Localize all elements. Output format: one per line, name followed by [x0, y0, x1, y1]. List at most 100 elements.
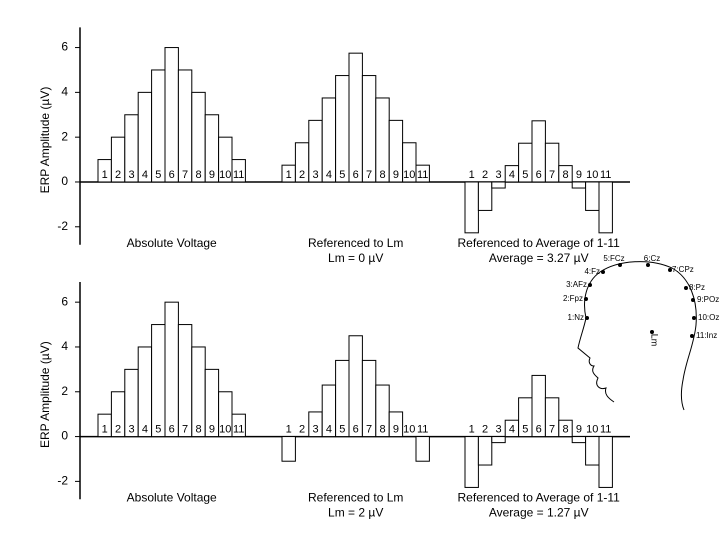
electrode-label: 2:Fpz — [563, 294, 583, 303]
bar — [415, 164, 430, 183]
category-label: 4 — [509, 169, 515, 181]
category-label: 2 — [115, 169, 121, 181]
electrode — [668, 268, 672, 272]
bar — [164, 301, 179, 438]
category-label: 11 — [233, 169, 244, 181]
y-tick-label: -2 — [57, 219, 68, 233]
bar — [281, 436, 296, 462]
category-label: 7 — [366, 169, 372, 181]
category-label: 4 — [326, 423, 332, 435]
category-label: 3 — [312, 423, 318, 435]
electrode — [585, 316, 589, 320]
y-tick-label: 6 — [61, 40, 68, 54]
category-label: 5 — [522, 169, 528, 181]
category-label: 7 — [182, 423, 188, 435]
electrode — [646, 263, 650, 267]
bar — [585, 436, 600, 466]
category-label: 2 — [482, 169, 488, 181]
series-name: Referenced to Lm — [308, 236, 403, 250]
category-label: 5 — [339, 169, 345, 181]
series-note: Lm = 0 µV — [328, 251, 383, 265]
category-label: 11 — [233, 423, 244, 435]
electrodes: 1:Nz 2:Fpz 3:AFz 4:Fz5:FCz 6:Cz 7:CPz 8:Pz 9:PO… — [563, 254, 719, 346]
category-label: 2 — [482, 423, 488, 435]
electrode-label: 8:Pz — [689, 283, 705, 292]
category-label: 1 — [286, 169, 292, 181]
category-label: 1 — [469, 169, 475, 181]
category-label: 7 — [366, 423, 372, 435]
y-tick-label: 2 — [61, 129, 68, 143]
category-label: 10 — [219, 423, 231, 435]
category-label: 8 — [195, 169, 201, 181]
category-label: 5 — [155, 423, 161, 435]
electrode — [692, 316, 696, 320]
bar — [231, 413, 246, 438]
bar — [361, 75, 377, 183]
series-note: Lm = 2 µV — [328, 506, 383, 520]
reference-label: Lm — [650, 334, 660, 347]
bar — [348, 335, 363, 438]
bar — [151, 324, 166, 438]
electrode — [584, 297, 588, 301]
category-label: 1 — [469, 423, 475, 435]
electrode-label: 9:POz — [697, 295, 719, 304]
bar — [558, 419, 573, 438]
category-label: 6 — [536, 423, 542, 435]
bar — [571, 436, 587, 444]
bar — [231, 159, 246, 183]
category-label: 10 — [586, 169, 598, 181]
category-label: 4 — [509, 423, 515, 435]
category-label: 4 — [142, 169, 148, 181]
category-label: 3 — [128, 423, 134, 435]
electrode — [690, 334, 694, 338]
series-note: Average = 3.27 µV — [489, 251, 589, 265]
category-label: 5 — [522, 423, 528, 435]
y-tick-label: 4 — [61, 85, 68, 99]
electrode-label: 3:AFz — [566, 280, 587, 289]
bar — [598, 181, 613, 234]
category-label: 1 — [102, 169, 108, 181]
series-name: Absolute Voltage — [127, 236, 217, 250]
bar — [598, 436, 613, 488]
category-label: 2 — [115, 423, 121, 435]
category-label: 3 — [495, 423, 501, 435]
category-label: 4 — [326, 169, 332, 181]
y-tick-label: 2 — [61, 384, 68, 398]
category-label: 8 — [379, 423, 385, 435]
category-label: 5 — [155, 169, 161, 181]
electrode-label: 4:Fz — [584, 267, 600, 276]
category-label: 8 — [562, 423, 568, 435]
category-label: 2 — [299, 169, 305, 181]
bar — [558, 165, 573, 183]
category-label: 5 — [339, 423, 345, 435]
category-label: 3 — [128, 169, 134, 181]
category-label: 4 — [142, 423, 148, 435]
category-label: 3 — [312, 169, 318, 181]
bar — [335, 75, 350, 183]
bar — [402, 142, 417, 183]
bar — [544, 142, 560, 183]
category-label: 8 — [379, 169, 385, 181]
category-label: 2 — [299, 423, 305, 435]
category-label: 8 — [562, 169, 568, 181]
reference-dot — [650, 330, 654, 334]
electrode — [691, 298, 695, 302]
series-note: Average = 1.27 µV — [489, 506, 589, 520]
category-label: 1 — [286, 423, 292, 435]
bar — [348, 52, 363, 183]
bar — [464, 181, 479, 234]
category-label: 11 — [417, 169, 428, 181]
category-label: 6 — [353, 423, 359, 435]
face-outline — [577, 317, 615, 403]
electrode — [618, 263, 622, 267]
category-label: 9 — [393, 169, 399, 181]
head-diagram — [577, 261, 697, 411]
electrode — [588, 283, 592, 287]
category-label: 11 — [600, 169, 611, 181]
category-label: 1 — [102, 423, 108, 435]
category-label: 9 — [576, 169, 582, 181]
category-label: 6 — [353, 169, 359, 181]
y-axis-label: ERP Amplitude (µV) — [38, 87, 52, 194]
bar — [491, 181, 506, 189]
